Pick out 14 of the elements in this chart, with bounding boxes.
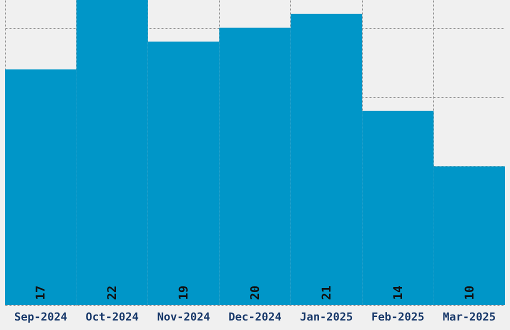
x-tick-label: Jan-2025 [300,310,353,324]
data-label: 14 [390,286,405,300]
data-label: 17 [34,286,48,300]
data-label: 19 [176,286,191,300]
data-label: 22 [105,286,120,300]
x-tick-label: Feb-2025 [371,310,424,324]
x-tick-label: Oct-2024 [86,310,140,324]
x-tick-label: Sep-2024 [14,310,68,324]
data-label: 20 [248,286,262,300]
x-tick-label: Mar-2025 [442,310,496,324]
x-tick-label: Dec-2024 [228,310,282,324]
data-label: 21 [319,286,334,300]
data-label: 10 [462,286,476,300]
x-tick-label: Nov-2024 [157,310,210,324]
